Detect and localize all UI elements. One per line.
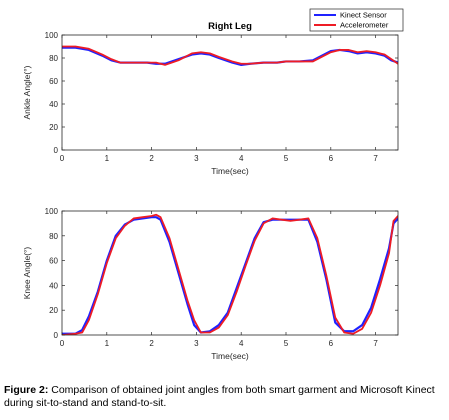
chart1-x-tick-label: 6 [329,154,334,163]
figure: 0 1 2 3 4 5 6 7 0 20 40 60 80 100 Time(sec) Ankle Angle… [22,8,404,361]
chart2-y-axis-label: Knee Angle(°) [22,247,32,300]
caption-label: Figure 2: [4,384,49,396]
chart1-legend-label-accelerometer: Accelerometer [340,21,389,30]
chart1-x-tick-label: 0 [60,154,65,163]
figure-caption: Figure 2: Comparison of obtained joint a… [4,384,445,410]
chart1-x-tick-label: 4 [239,154,244,163]
chart2-x-tick-label: 3 [194,339,199,348]
chart1-y-tick-label: 100 [45,31,59,40]
chart2-axes-box [61,210,399,336]
chart1-x-tick-label: 3 [194,154,199,163]
chart1-title: Right Leg [208,21,252,32]
chart1-y-tick-label: 60 [49,77,58,86]
chart1-group: 0 1 2 3 4 5 6 7 0 20 40 60 80 100 Time(sec) Ankle Angle… [22,8,404,176]
chart2-group: 0 1 2 3 4 5 6 7 0 20 40 60 80 100 Time(sec) Knee Angle(… [22,207,399,361]
chart1-y-tick-label: 20 [49,123,58,132]
chart1-y-tick-label: 40 [49,100,58,109]
chart2-series-accelerometer-line [62,213,398,335]
chart1-y-tick-label: 80 [49,54,58,63]
chart1-x-tick-label: 5 [284,154,289,163]
chart2-x-tick-label: 4 [239,339,244,348]
chart2-x-tick-label: 1 [105,339,110,348]
chart1-x-tick-label: 7 [373,154,378,163]
chart1-y-tick-label: 0 [54,146,59,155]
chart1-x-tick-label: 1 [105,154,110,163]
chart2-x-tick-label: 0 [60,339,65,348]
chart2-y-tick-label: 20 [49,306,58,315]
chart1-y-axis-label: Ankle Angle(°) [22,65,32,119]
chart1-x-tick-label: 2 [149,154,154,163]
chart2-y-tick-label: 0 [54,331,59,340]
chart1-plot-area [62,35,398,150]
chart1-series-accelerometer-line [62,45,398,66]
chart2-x-axis-label: Time(sec) [211,351,249,361]
chart2-y-tick-label: 40 [49,281,58,290]
chart2-x-tick-label: 6 [329,339,334,348]
chart2-x-tick-label: 2 [149,339,154,348]
chart2-y-tick-label: 100 [45,207,59,216]
chart2-x-tick-label: 5 [284,339,289,348]
caption-text: Comparison of obtained joint angles from… [4,384,435,409]
chart2-y-tick-label: 80 [49,232,58,241]
chart1-axes-box [61,34,399,151]
chart1-legend-label-kinect: Kinect Sensor [340,11,387,20]
chart2-x-tick-label: 7 [373,339,378,348]
chart2-y-tick-label: 60 [49,257,58,266]
chart1-x-axis-label: Time(sec) [211,166,249,176]
chart2-plot-area [62,211,398,335]
